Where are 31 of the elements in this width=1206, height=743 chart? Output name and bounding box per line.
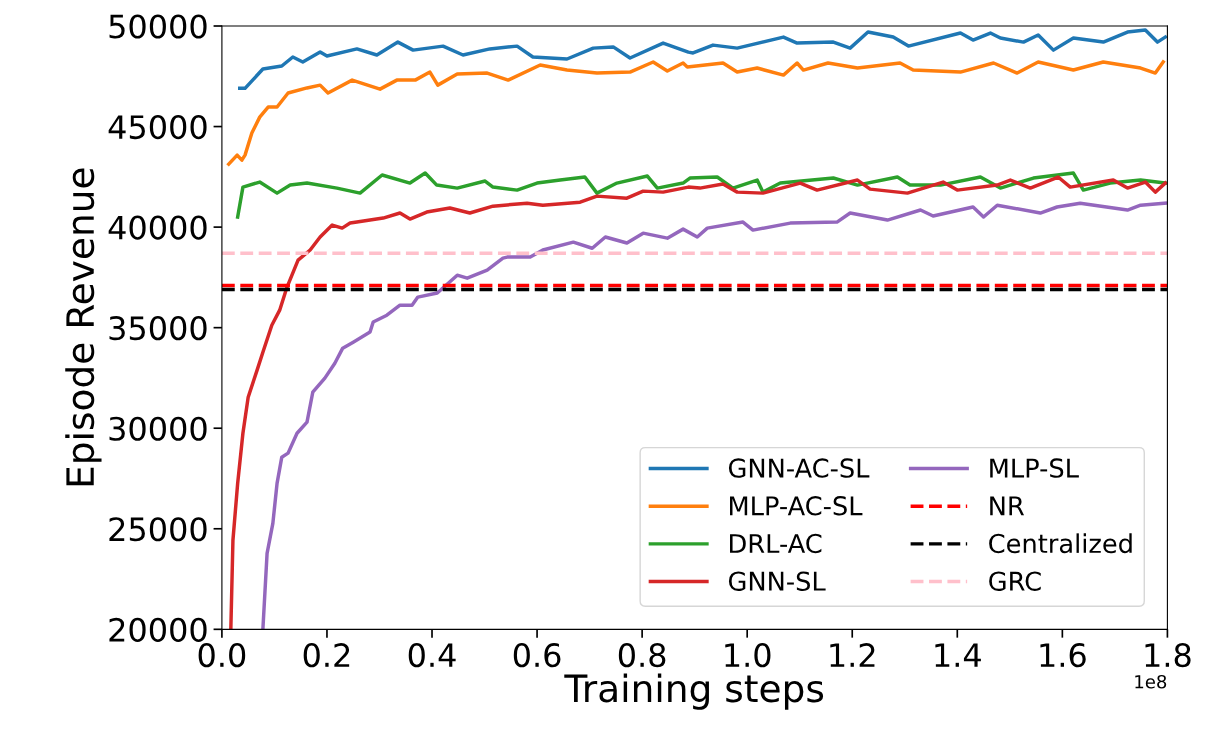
x-tick-label: 0.6: [513, 643, 561, 668]
y-tick-label: 25000: [109, 517, 207, 542]
x-tick-label: 0.2: [303, 643, 350, 668]
legend-label: MLP-SL: [990, 458, 1079, 478]
text: 1e8: [1135, 674, 1167, 689]
legend-label: GNN-AC-SL: [728, 458, 870, 478]
x-tick-label: 1.0: [725, 643, 771, 668]
legend-label: GNN-SL: [728, 571, 826, 591]
x-tick-label: 0.4: [408, 643, 456, 668]
legend-label: Centralized: [989, 533, 1132, 554]
x-tick-label: 1.4: [935, 643, 981, 667]
x-axis-title: Training steps: [564, 673, 824, 710]
y-tick-label: 35000: [109, 316, 207, 341]
line-series: [226, 60, 1165, 166]
x-tick-label: 1.6: [1040, 643, 1086, 668]
legend-label: GRC: [989, 571, 1041, 591]
line-series: [235, 171, 1168, 219]
line-series: [238, 28, 1168, 91]
x-tick-label: 0.8: [618, 643, 666, 668]
x-tick-label: 0.0: [198, 643, 246, 668]
legend-label: MLP-AC-SL: [730, 496, 863, 516]
legend-label: DRL-AC: [730, 533, 822, 554]
y-tick-label: 40000: [108, 215, 207, 240]
y-tick-label: 45000: [108, 114, 207, 140]
y-tick-label: 50000: [109, 14, 207, 39]
x-tick-label: 1.2: [830, 643, 875, 667]
y-tick-label: 20000: [109, 617, 207, 642]
y-axis-title: Episode Revenue: [65, 168, 102, 486]
y-tick-label: 30000: [109, 416, 207, 441]
legend-label: NR: [990, 496, 1025, 516]
x-tick-label: 1.8: [1145, 643, 1191, 668]
